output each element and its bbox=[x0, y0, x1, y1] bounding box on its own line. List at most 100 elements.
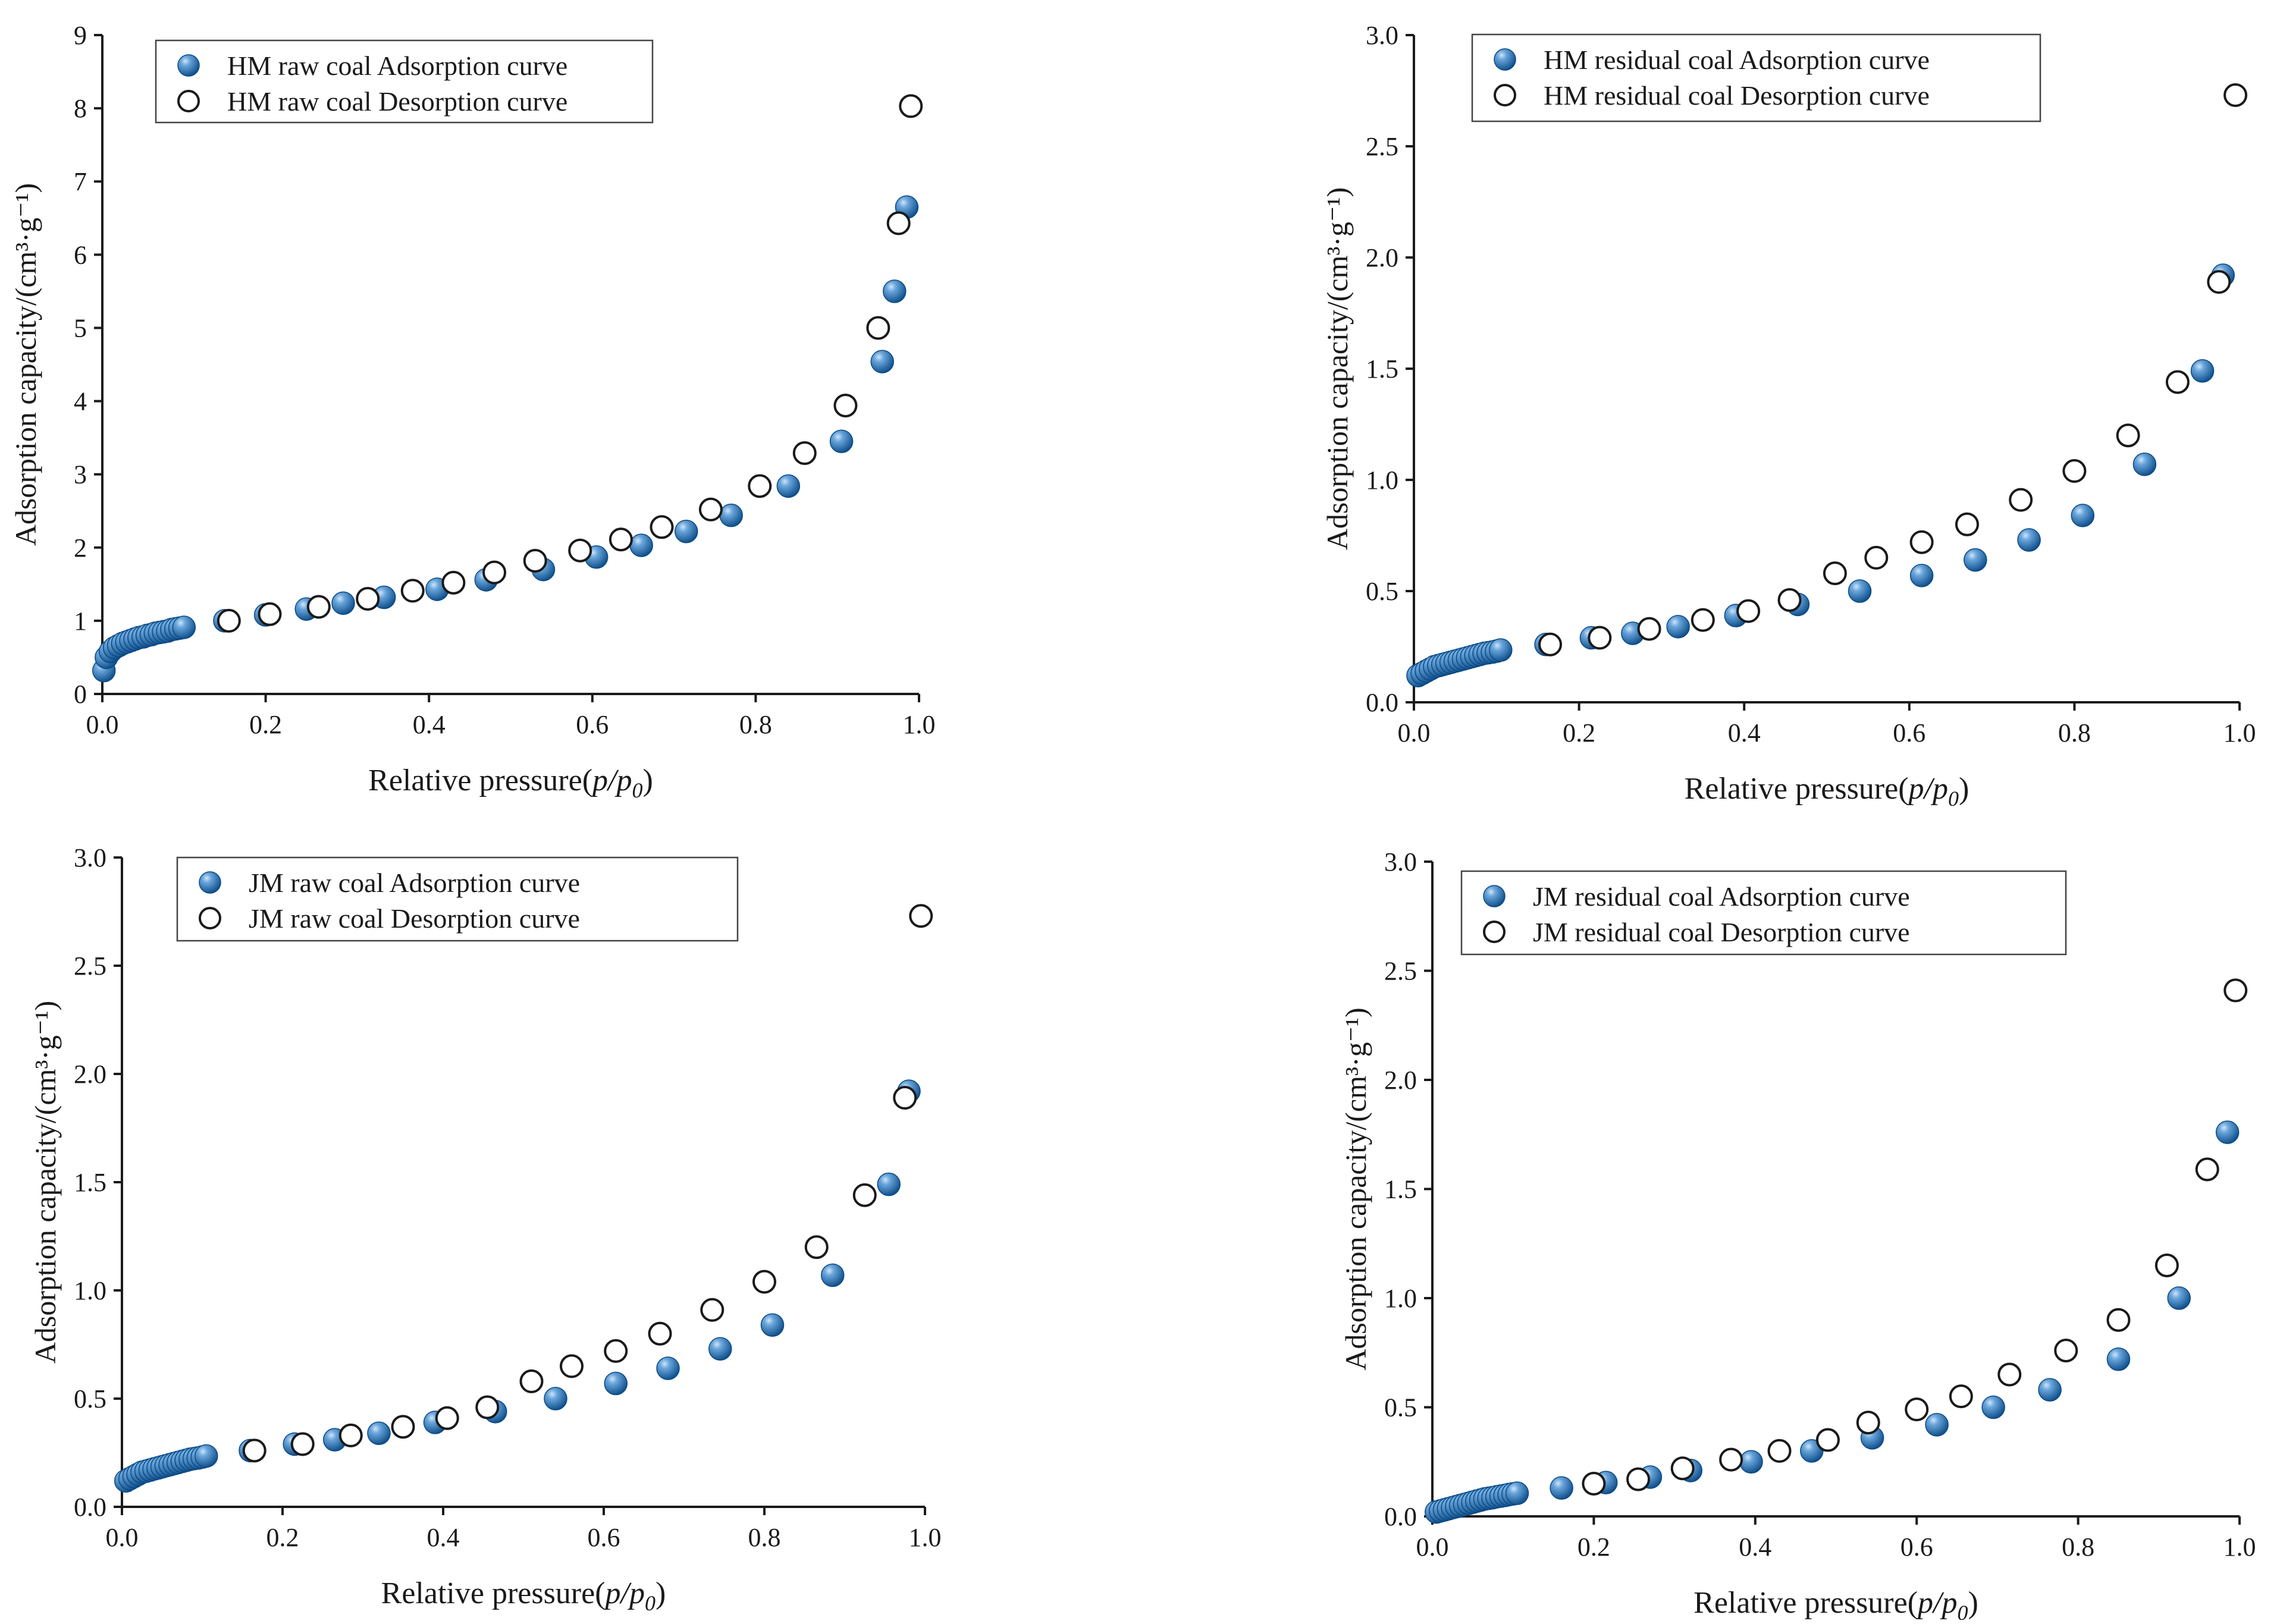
x-tick-label: 1.0 bbox=[903, 710, 936, 739]
desorption-point bbox=[893, 1086, 917, 1110]
desorption-point bbox=[804, 1235, 829, 1259]
x-tick-label: 0.2 bbox=[249, 710, 282, 739]
x-tick-label: 0.6 bbox=[588, 1523, 620, 1552]
y-tick-label: 9 bbox=[74, 21, 87, 50]
desorption-point bbox=[482, 560, 507, 585]
desorption-point bbox=[1955, 512, 1979, 536]
desorption-point bbox=[519, 1369, 544, 1393]
desorption-point bbox=[568, 538, 592, 563]
desorption-point bbox=[2062, 459, 2087, 483]
series-adsorption bbox=[114, 1079, 921, 1493]
desorption-point bbox=[1691, 608, 1715, 632]
desorption-point bbox=[1823, 561, 1847, 586]
desorption-point bbox=[1767, 1438, 1792, 1463]
desorption-point bbox=[306, 595, 331, 619]
y-tick-label: 5 bbox=[74, 313, 87, 343]
y-tick-label: 2.5 bbox=[1366, 132, 1398, 161]
adsorption-point bbox=[195, 1444, 218, 1468]
y-axis-title: Adsorption capacity/(cm³·g⁻¹) bbox=[1321, 187, 1354, 550]
y-tick-label: 2.0 bbox=[74, 1060, 106, 1089]
legend-marker-open bbox=[199, 907, 221, 929]
legend-label: HM raw coal Desorption curve bbox=[227, 86, 567, 117]
legend-box bbox=[176, 856, 739, 942]
desorption-point bbox=[1949, 1384, 1973, 1409]
adsorption-point bbox=[708, 1337, 732, 1361]
legend-marker-filled bbox=[1494, 48, 1516, 71]
series-adsorption bbox=[1425, 1120, 2240, 1524]
desorption-point bbox=[909, 904, 933, 928]
desorption-point bbox=[242, 1438, 266, 1463]
x-tick-label: 0.2 bbox=[1578, 1532, 1610, 1562]
series-desorption bbox=[242, 904, 933, 1463]
adsorption-point bbox=[331, 591, 355, 615]
y-tick-label: 0.5 bbox=[74, 1384, 106, 1413]
legend: HM residual coal Adsorption curve HM resi… bbox=[1471, 33, 2041, 122]
x-tick-label: 0.4 bbox=[1739, 1532, 1771, 1562]
desorption-point bbox=[748, 474, 772, 498]
legend-label: JM residual coal Adsorption curve bbox=[1533, 881, 1910, 912]
adsorption-point bbox=[719, 503, 743, 527]
x-tick-label: 0.6 bbox=[1900, 1532, 1933, 1562]
x-tick-label: 0.4 bbox=[1728, 718, 1761, 747]
desorption-point bbox=[258, 602, 282, 626]
legend-marker-filled bbox=[1483, 885, 1506, 907]
desorption-point bbox=[1777, 588, 1802, 612]
y-tick-label: 3 bbox=[74, 460, 87, 489]
y-tick-label: 0.0 bbox=[1384, 1502, 1417, 1531]
desorption-point bbox=[866, 316, 890, 340]
desorption-point bbox=[752, 1270, 776, 1294]
desorption-point bbox=[609, 527, 633, 552]
chart-bottom-left: 0.0 0.2 0.4 0.6 0.8 1.0 0.0 0.5 1.0 1.5 2.0 2.5 3.0 R… bbox=[29, 843, 942, 1615]
adsorption-point bbox=[604, 1371, 628, 1396]
desorption-point bbox=[792, 441, 817, 465]
y-axis-title: Adsorption capacity/(cm³·g⁻¹) bbox=[1339, 1007, 1372, 1370]
y-tick-label: 1.0 bbox=[74, 1276, 106, 1305]
series-adsorption bbox=[92, 195, 919, 683]
y-axis-title: Adsorption capacity/(cm³·g⁻¹) bbox=[9, 183, 42, 546]
y-tick-label: 1.5 bbox=[1384, 1175, 1417, 1204]
series-desorption bbox=[217, 94, 923, 633]
desorption-point bbox=[852, 1183, 877, 1207]
adsorption-point bbox=[1550, 1476, 1573, 1500]
desorption-point bbox=[441, 570, 466, 595]
x-tick-label: 0.2 bbox=[266, 1523, 299, 1552]
x-tick-label: 0.8 bbox=[748, 1523, 781, 1552]
adsorption-point bbox=[821, 1263, 845, 1287]
chart-top-right: 0.0 0.2 0.4 0.6 0.8 1.0 0.0 0.5 1.0 1.5 2.0 2.5 3.0 R… bbox=[1321, 21, 2256, 811]
desorption-point bbox=[700, 1298, 725, 1322]
legend-label: JM raw coal Desorption curve bbox=[249, 903, 580, 934]
desorption-point bbox=[604, 1339, 628, 1363]
x-tick-label: 0.4 bbox=[413, 710, 446, 739]
legend-marker-open bbox=[177, 90, 200, 112]
adsorption-point bbox=[829, 429, 854, 454]
chart-top-left: 0.0 0.2 0.4 0.6 0.8 1.0 0 1 2 3 4 5 6 7 8 9 Relative pre… bbox=[9, 21, 936, 802]
y-tick-label: 8 bbox=[74, 94, 87, 123]
legend-marker-open bbox=[1494, 84, 1516, 106]
adsorption-point bbox=[760, 1313, 785, 1337]
desorption-point bbox=[391, 1415, 415, 1439]
desorption-point bbox=[2207, 270, 2231, 294]
adsorption-point bbox=[629, 533, 653, 557]
adsorption-point bbox=[877, 1172, 901, 1196]
legend-marker-filled bbox=[177, 54, 200, 77]
desorption-point bbox=[1719, 1447, 1743, 1472]
adsorption-point bbox=[2106, 1347, 2131, 1371]
x-tick-label: 0.6 bbox=[576, 710, 609, 739]
y-tick-label: 0.0 bbox=[74, 1493, 106, 1522]
y-tick-label: 2.5 bbox=[74, 951, 106, 981]
x-tick-label: 0.2 bbox=[1563, 718, 1595, 747]
y-tick-label: 4 bbox=[74, 387, 87, 416]
adsorption-point bbox=[2038, 1378, 2062, 1402]
desorption-point bbox=[2195, 1157, 2219, 1182]
x-tick-label: 0.8 bbox=[2062, 1532, 2094, 1562]
y-tick-label: 6 bbox=[74, 240, 87, 269]
legend-marker-open bbox=[1483, 921, 1506, 943]
x-axis-title: Relative pressure(p/p0) bbox=[1693, 1586, 1978, 1624]
desorption-point bbox=[400, 579, 425, 603]
desorption-point bbox=[1670, 1456, 1695, 1481]
y-tick-label: 3.0 bbox=[1366, 21, 1398, 50]
adsorption-point bbox=[1909, 564, 1934, 588]
y-tick-label: 2.0 bbox=[1366, 243, 1398, 272]
legend-label: HM residual coal Desorption curve bbox=[1544, 80, 1930, 111]
